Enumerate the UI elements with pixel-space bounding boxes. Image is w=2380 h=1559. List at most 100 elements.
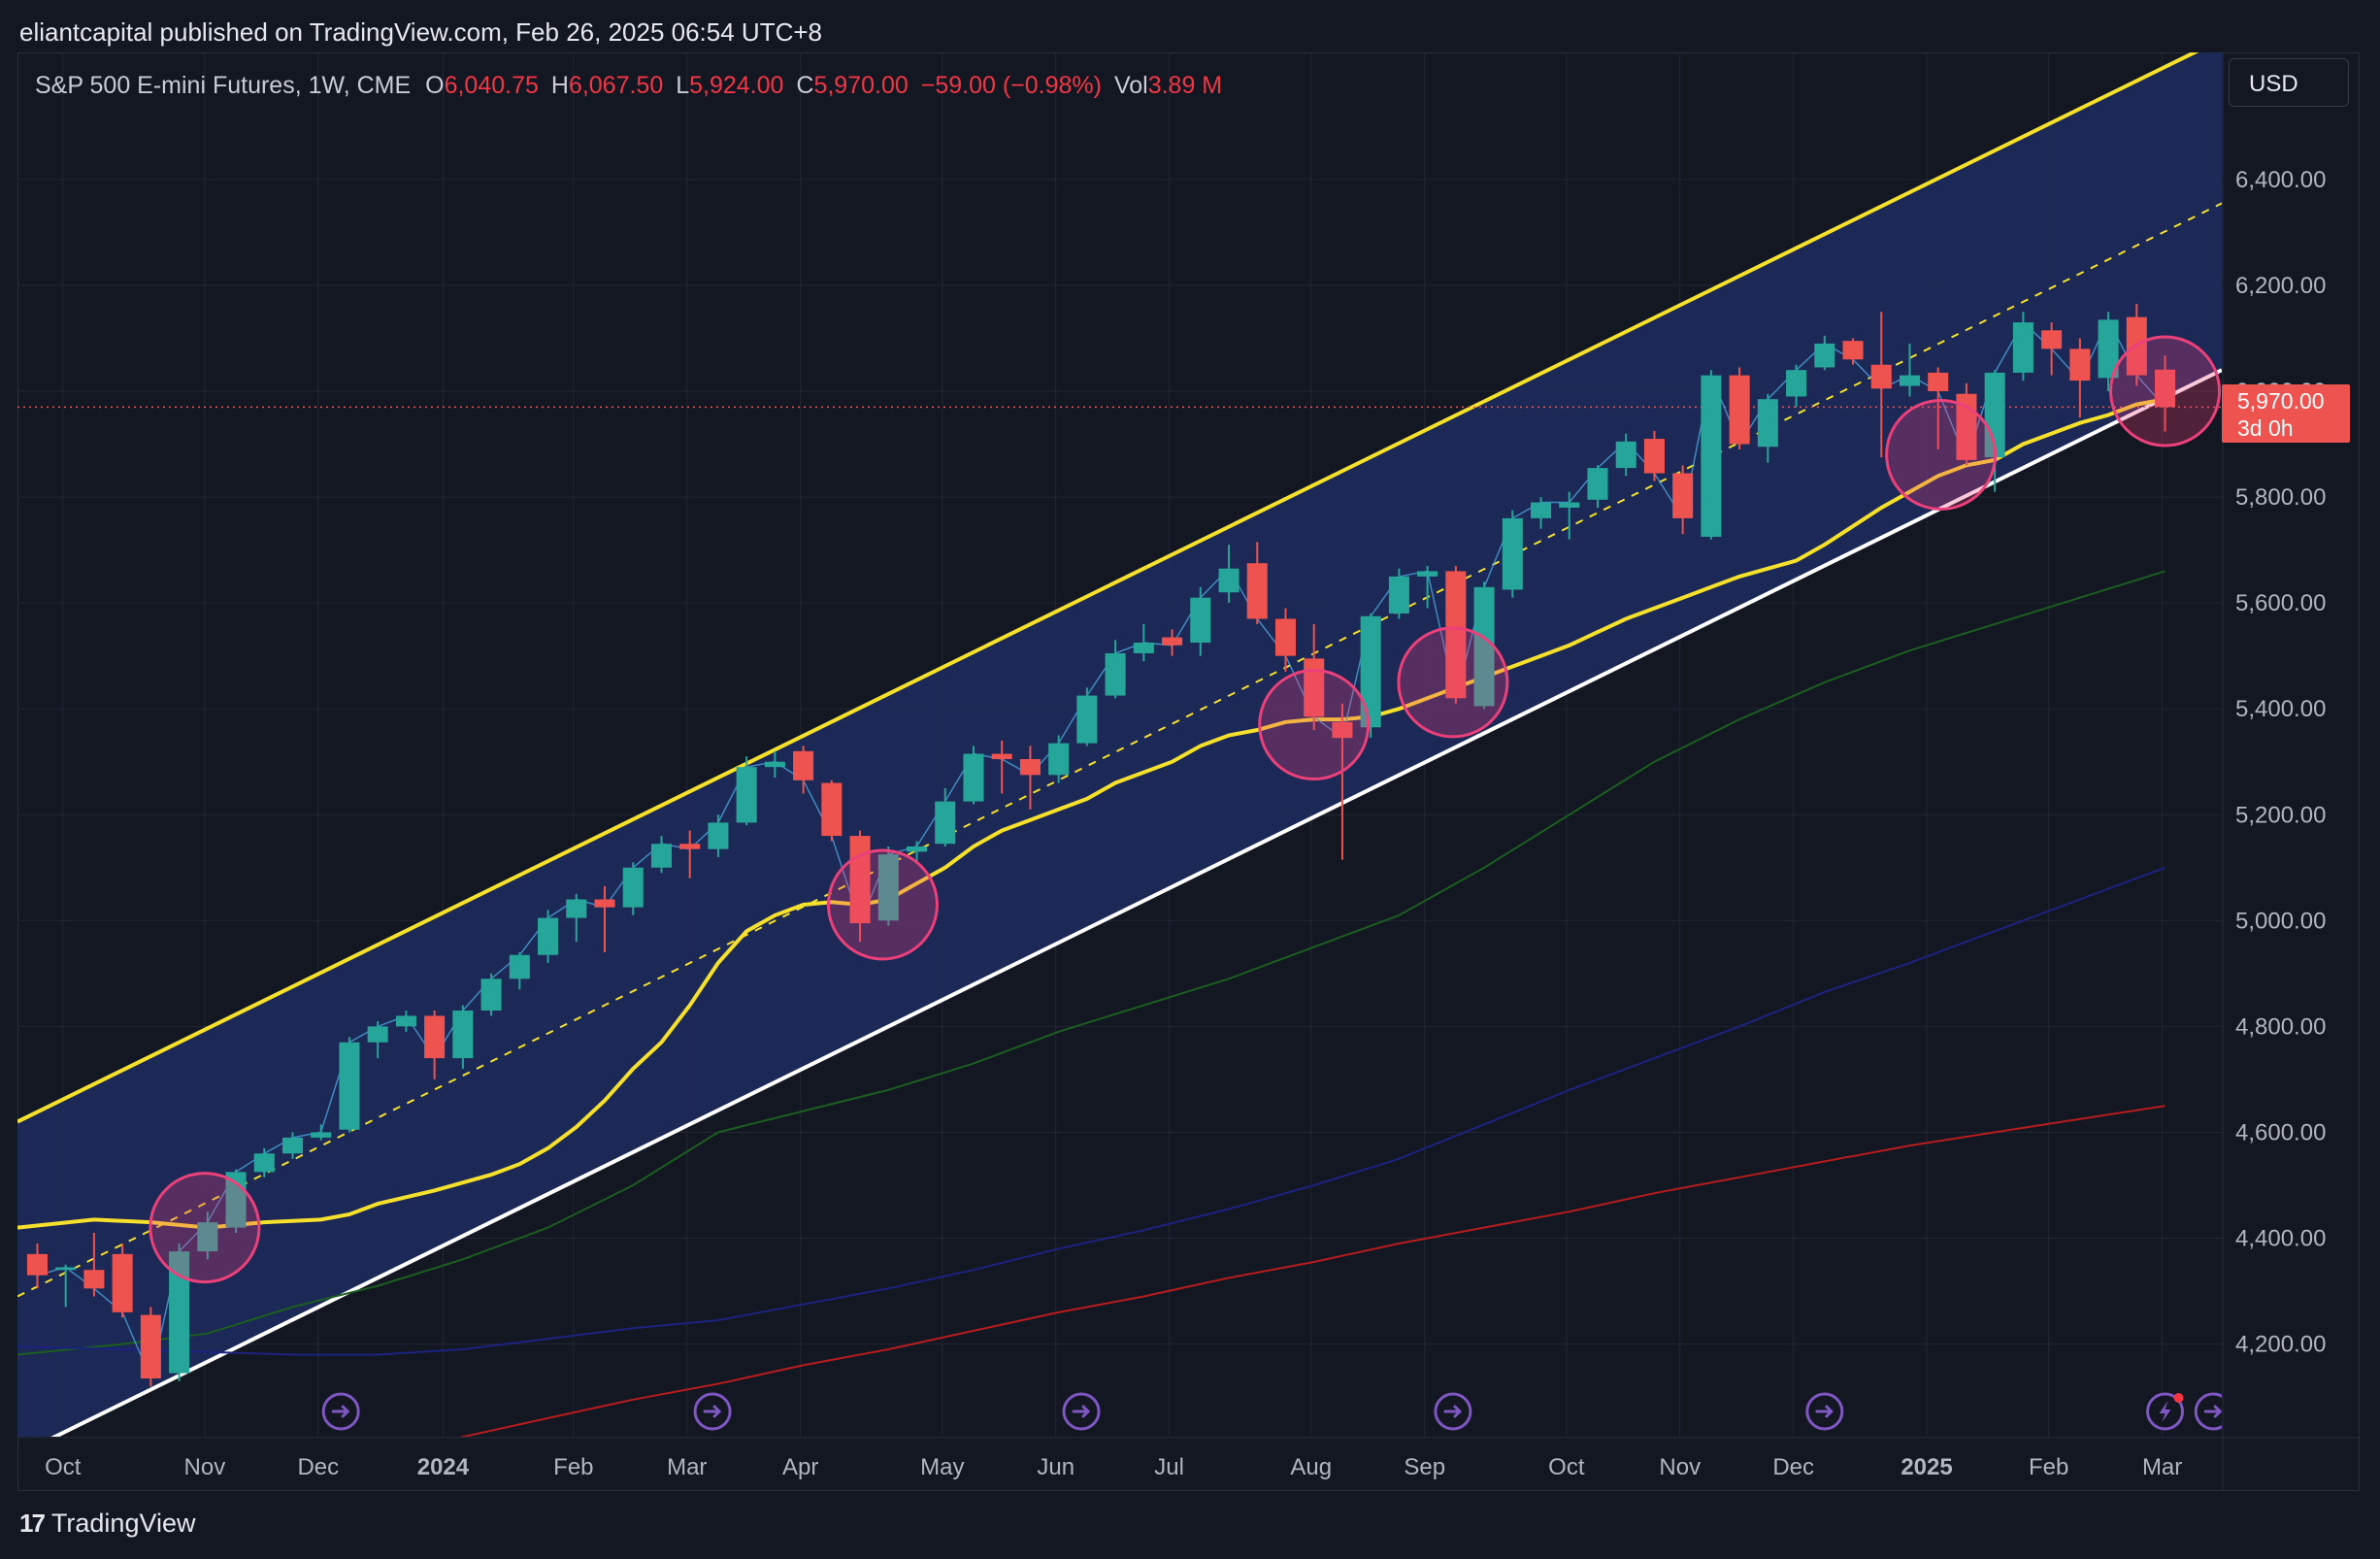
candle-body (1786, 370, 1807, 397)
arrow-right-icon (1072, 1405, 1091, 1418)
highlight-circle (826, 848, 939, 961)
candle-body (424, 1015, 446, 1059)
candle (1218, 545, 1240, 604)
candle-body (1531, 502, 1552, 518)
candle (1133, 623, 1154, 662)
publisher-bar: eliantcapital published on TradingView.c… (0, 0, 2380, 52)
time-tick-label: Mar (667, 1454, 707, 1480)
candle-body (679, 844, 701, 849)
candle (253, 1147, 275, 1178)
highlight-circle (1258, 669, 1371, 781)
candle (83, 1233, 105, 1297)
candle-body (821, 782, 843, 837)
time-tick-label: Aug (1290, 1454, 1332, 1480)
candle-body (1246, 563, 1268, 619)
candle (1473, 581, 1495, 710)
candle-body (1218, 568, 1240, 593)
candle-body (1643, 439, 1665, 474)
candle-body (2098, 319, 2119, 379)
candle-body (2012, 322, 2033, 373)
moving-average-line (17, 397, 2165, 1230)
candle (622, 862, 644, 915)
moving-averages (17, 397, 2165, 1437)
candle (566, 894, 587, 943)
price-chart[interactable]: 4,200.00 4,400.00 4,600.00 4,800.00 5,000.00… (17, 52, 2360, 1491)
candle-body (1701, 375, 1722, 537)
candle (1786, 364, 1807, 408)
candle-body (197, 1222, 218, 1252)
price-tick-label: 4,200.00 (2235, 1332, 2326, 1358)
currency-button[interactable]: USD (2229, 58, 2349, 107)
dividend-event-icon (1434, 1392, 1472, 1431)
candle (1899, 343, 1921, 397)
candle-body (1672, 473, 1694, 518)
ohlc-legend: S&P 500 E-mini Futures, 1W, CME O6,040.7… (35, 72, 1222, 100)
highlight-circle (1885, 398, 1998, 511)
candle (1076, 687, 1098, 746)
candle (821, 780, 843, 842)
candle (424, 1011, 446, 1079)
candle (1842, 338, 1864, 365)
price-tick-label: 6,400.00 (2235, 167, 2326, 193)
time-tick-label: Oct (1548, 1454, 1585, 1480)
close-value: 5,970.00 (813, 72, 909, 99)
candle (1928, 367, 1949, 449)
high-value: 6,067.50 (568, 72, 664, 99)
arrow-right-icon (331, 1405, 350, 1418)
time-tick-label: Apr (782, 1454, 818, 1480)
candle (2155, 355, 2176, 432)
candle-body (311, 1132, 332, 1138)
candle-body (2069, 348, 2091, 381)
time-tick-label: Oct (45, 1454, 82, 1480)
candle-body (1360, 615, 1381, 728)
candle (395, 1011, 416, 1032)
candle (1417, 565, 1438, 609)
candle-body (1388, 576, 1409, 614)
candle (1701, 370, 1722, 540)
candle (311, 1124, 332, 1141)
candle-body (1729, 375, 1750, 445)
candle (991, 740, 1012, 794)
candle (1729, 367, 1750, 449)
candle (1332, 703, 1353, 860)
candle-body (566, 899, 587, 918)
candle-body (1048, 743, 1070, 776)
arrow-right-icon (1815, 1405, 1834, 1418)
candle-body (1814, 343, 1835, 368)
candle-body (1870, 364, 1892, 389)
candle-body (281, 1137, 304, 1154)
candle (906, 841, 928, 863)
price-tick-label: 5,600.00 (2235, 590, 2326, 616)
candle-body (1274, 618, 1297, 656)
change-value: −59.00 (−0.98%) (920, 72, 1102, 99)
candle-body (1587, 468, 1608, 500)
candle (169, 1243, 190, 1381)
candle-body (1332, 721, 1353, 739)
moving-average-line (458, 1105, 2165, 1437)
candle-body (26, 1253, 48, 1276)
candle (679, 830, 701, 879)
bar-countdown: 3d 0h (2237, 415, 2294, 441)
candle-body (55, 1267, 77, 1271)
candle (1445, 565, 1467, 704)
time-tick-label: Dec (297, 1454, 339, 1480)
time-tick-label: Dec (1772, 1454, 1814, 1480)
footer (0, 1491, 2380, 1559)
moving-average-line (17, 570, 2165, 1356)
open-label: O (425, 72, 445, 99)
candle-body (1842, 341, 1864, 360)
last-price-label: 5,970.00 3d 0h (2222, 384, 2350, 443)
candle (1019, 746, 1041, 810)
candles (26, 304, 2176, 1387)
tradingview-logo[interactable]: 17 TradingView (19, 1509, 196, 1539)
price-tick-label: 5,000.00 (2235, 908, 2326, 934)
candle (367, 1020, 388, 1059)
candle (1162, 629, 1183, 656)
candle (140, 1307, 161, 1387)
candle (1304, 623, 1325, 731)
regression-channel (17, 52, 2222, 1437)
candle-body (480, 979, 502, 1012)
channel-upper-line (17, 52, 2199, 1124)
candle-body (367, 1026, 388, 1043)
highlight-circle (1397, 626, 1509, 739)
